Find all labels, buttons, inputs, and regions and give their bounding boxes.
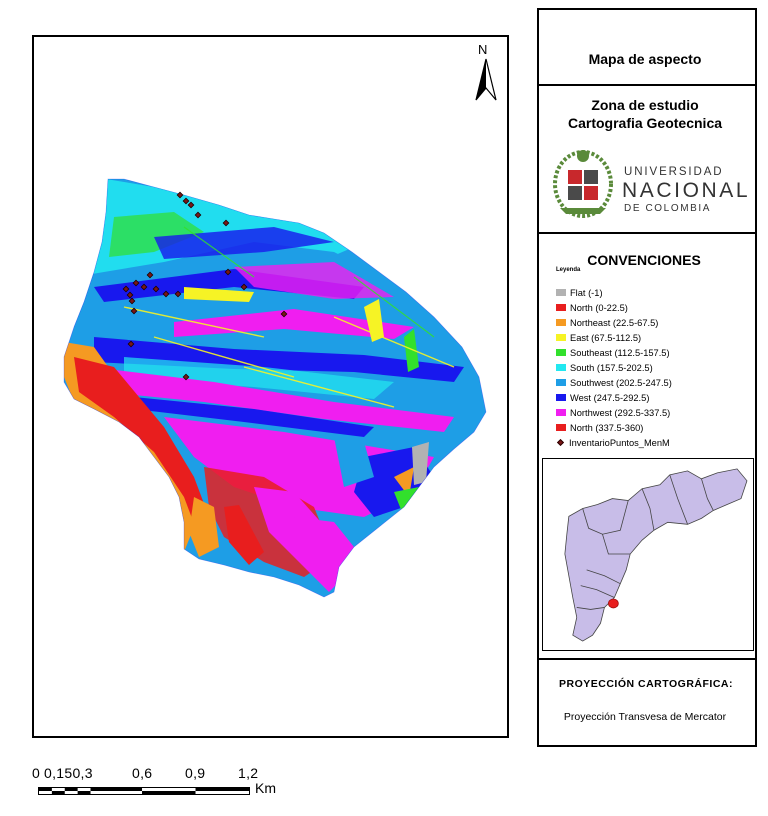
legend-item: South (157.5-202.5) [556, 360, 672, 375]
north-label: N [478, 42, 488, 57]
panel-divider [537, 658, 757, 660]
subtitle-line-1: Zona de estudio [591, 97, 699, 113]
scale-unit: Km [255, 780, 276, 796]
north-arrow-icon [475, 58, 497, 101]
legend-label: Flat (-1) [570, 287, 603, 298]
university-crest-icon [553, 150, 613, 218]
legend-swatch [556, 304, 566, 311]
legend-swatch [556, 319, 566, 326]
legend-swatch [556, 289, 566, 296]
legend-item: Southwest (202.5-247.5) [556, 375, 672, 390]
legend-label: North (337.5-360) [570, 422, 644, 433]
scale-bar [38, 787, 250, 795]
legend-label: InventarioPuntos_MenM [569, 437, 670, 448]
legend-item: North (337.5-360) [556, 420, 672, 435]
legend-swatch [556, 424, 566, 431]
inventory-points [122, 191, 288, 381]
scale-tick: 0,6 [132, 765, 153, 781]
legend-title: Leyenda [556, 267, 581, 273]
subtitle-line-2: Cartografia Geotecnica [567, 115, 723, 131]
legend-label: Southeast (112.5-157.5) [570, 347, 670, 358]
legend-label: North (0-22.5) [570, 302, 628, 313]
logo-text-1: UNIVERSIDAD [624, 166, 724, 178]
legend-swatch [556, 349, 566, 356]
legend-swatch [556, 364, 566, 371]
legend-label: South (157.5-202.5) [570, 362, 653, 373]
legend-swatch [556, 334, 566, 341]
legend-item: Northwest (292.5-337.5) [556, 405, 672, 420]
projection-value: Proyección Transvesa de Mercator [563, 711, 727, 723]
legend-item: Flat (-1) [556, 285, 672, 300]
projection-title: PROYECCIÓN CARTOGRÁFICA: [559, 678, 733, 690]
map-frame [32, 35, 509, 738]
legend-item: Southeast (112.5-157.5) [556, 345, 672, 360]
legend-label: Southwest (202.5-247.5) [570, 377, 672, 388]
legend-label: Northeast (22.5-67.5) [570, 317, 659, 328]
legend-item: North (0-22.5) [556, 300, 672, 315]
legend: Flat (-1) North (0-22.5) Northeast (22.5… [556, 285, 672, 450]
diamond-marker-icon [556, 438, 565, 447]
legend-item: East (67.5-112.5) [556, 330, 672, 345]
map-subtitle: Zona de estudio Cartografia Geotecnica [537, 96, 753, 132]
map-title: Mapa de aspecto [588, 51, 702, 67]
legend-item: West (247.5-292.5) [556, 390, 672, 405]
legend-swatch [556, 379, 566, 386]
scale-tick: 0,9 [185, 765, 206, 781]
aspect-classes [64, 179, 486, 597]
panel-divider [537, 232, 757, 234]
department-map [564, 468, 748, 642]
study-area-marker [608, 598, 619, 609]
location-inset-map [542, 458, 754, 651]
legend-label: Northwest (292.5-337.5) [570, 407, 671, 418]
legend-label: West (247.5-292.5) [570, 392, 650, 403]
legend-item: Northeast (22.5-67.5) [556, 315, 672, 330]
legend-swatch [556, 409, 566, 416]
logo-text-2: NACIONAL [622, 179, 751, 202]
legend-item-points: InventarioPuntos_MenM [556, 435, 672, 450]
legend-swatch [556, 394, 566, 401]
legend-label: East (67.5-112.5) [570, 332, 642, 343]
logo-text-3: DE COLOMBIA [624, 203, 712, 214]
panel-divider [537, 84, 757, 86]
legend-heading: CONVENCIONES [587, 252, 701, 268]
scale-tick: 0,150,3 [44, 765, 93, 781]
aspect-map-raster [63, 178, 487, 598]
info-panel [537, 8, 757, 747]
scale-tick: 1,2 [238, 765, 259, 781]
scale-tick: 0 [32, 765, 41, 781]
